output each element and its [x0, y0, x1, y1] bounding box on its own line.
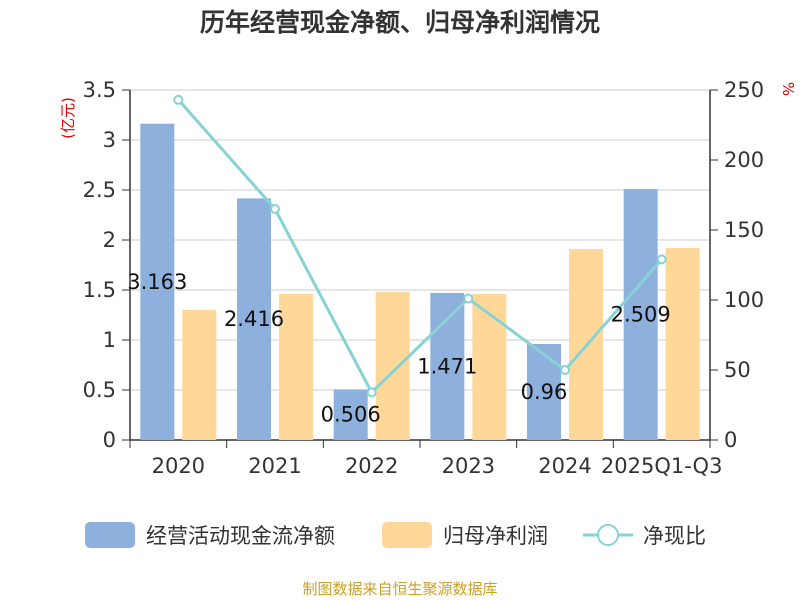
- gridlines: [130, 89, 710, 391]
- right-tick-label: 200: [724, 148, 764, 172]
- left-tick-label: 3: [103, 128, 116, 152]
- legend-label-ratio: 净现比: [643, 524, 706, 548]
- left-axis-unit: (亿元): [59, 97, 77, 139]
- ratio-point: [560, 365, 570, 375]
- right-tick-label: 100: [724, 288, 764, 312]
- left-tick-label: 2.5: [83, 178, 116, 202]
- ratio-point: [656, 254, 667, 265]
- legend: 经营活动现金流净额 归母净利润 净现比: [85, 522, 706, 548]
- axes: 0 0.5 1 1.5 2 2.5 3 3.5 0 50 100 150 200 250 2020 2021 2…: [83, 78, 765, 478]
- legend-label-net-profit: 归母净利润: [443, 524, 548, 548]
- bar-operating-cash-flow: [527, 344, 561, 440]
- ratio-point: [463, 293, 474, 304]
- x-tick-label: 2020: [152, 454, 205, 478]
- bar-operating-cash-flow: [333, 389, 368, 440]
- bar-net-profit: [472, 294, 507, 440]
- bar-value-label: 2.416: [224, 307, 284, 331]
- legend-swatch-net-profit: [382, 522, 432, 548]
- left-tick-label: 2: [103, 228, 116, 252]
- ratio-line: [173, 94, 667, 398]
- bar-value-label: 1.471: [417, 354, 477, 378]
- ratio-line-path: [177, 98, 663, 395]
- ratio-point: [173, 94, 184, 105]
- bar-operating-cash-flow: [623, 189, 658, 440]
- x-tick-label: 2024: [538, 454, 591, 478]
- bar-value-label: 3.163: [127, 270, 187, 294]
- ratio-point: [270, 204, 280, 214]
- source-note: 制图数据来自恒生聚源数据库: [302, 580, 497, 598]
- bar-net-profit: [665, 248, 700, 440]
- data-labels: 3.163 2.416 0.506 1.471 0.96 2.509: [127, 270, 670, 427]
- legend-swatch-cash-flow: [85, 522, 135, 548]
- x-tick-label: 2025Q1-Q3: [601, 454, 723, 478]
- bar-net-profit: [375, 292, 410, 440]
- bar-operating-cash-flow: [237, 198, 271, 440]
- bars: [140, 123, 700, 440]
- bar-value-label: 0.506: [321, 403, 381, 427]
- bar-net-profit: [279, 294, 313, 440]
- right-tick-label: 50: [724, 358, 751, 382]
- left-tick-label: 1.5: [83, 278, 116, 302]
- legend-label-cash-flow: 经营活动现金流净额: [146, 524, 335, 548]
- ratio-point: [366, 387, 377, 398]
- right-tick-label: 250: [724, 78, 764, 102]
- x-tick-label: 2023: [442, 454, 495, 478]
- bar-net-profit: [182, 310, 217, 440]
- bar-value-label: 0.96: [521, 380, 568, 404]
- x-tick-label: 2022: [345, 454, 398, 478]
- legend-marker-ratio: [597, 524, 619, 546]
- chart-title: 历年经营现金净额、归母净利润情况: [200, 8, 600, 37]
- right-axis-unit: %: [779, 82, 797, 96]
- bar-value-label: 2.509: [611, 303, 671, 327]
- right-tick-label: 0: [724, 428, 737, 452]
- left-tick-label: 3.5: [83, 78, 116, 102]
- left-tick-label: 1: [103, 328, 116, 352]
- right-tick-label: 150: [724, 218, 764, 242]
- left-tick-label: 0: [103, 428, 116, 452]
- x-tick-label: 2021: [248, 454, 301, 478]
- left-tick-label: 0.5: [83, 378, 116, 402]
- bar-operating-cash-flow: [140, 123, 175, 440]
